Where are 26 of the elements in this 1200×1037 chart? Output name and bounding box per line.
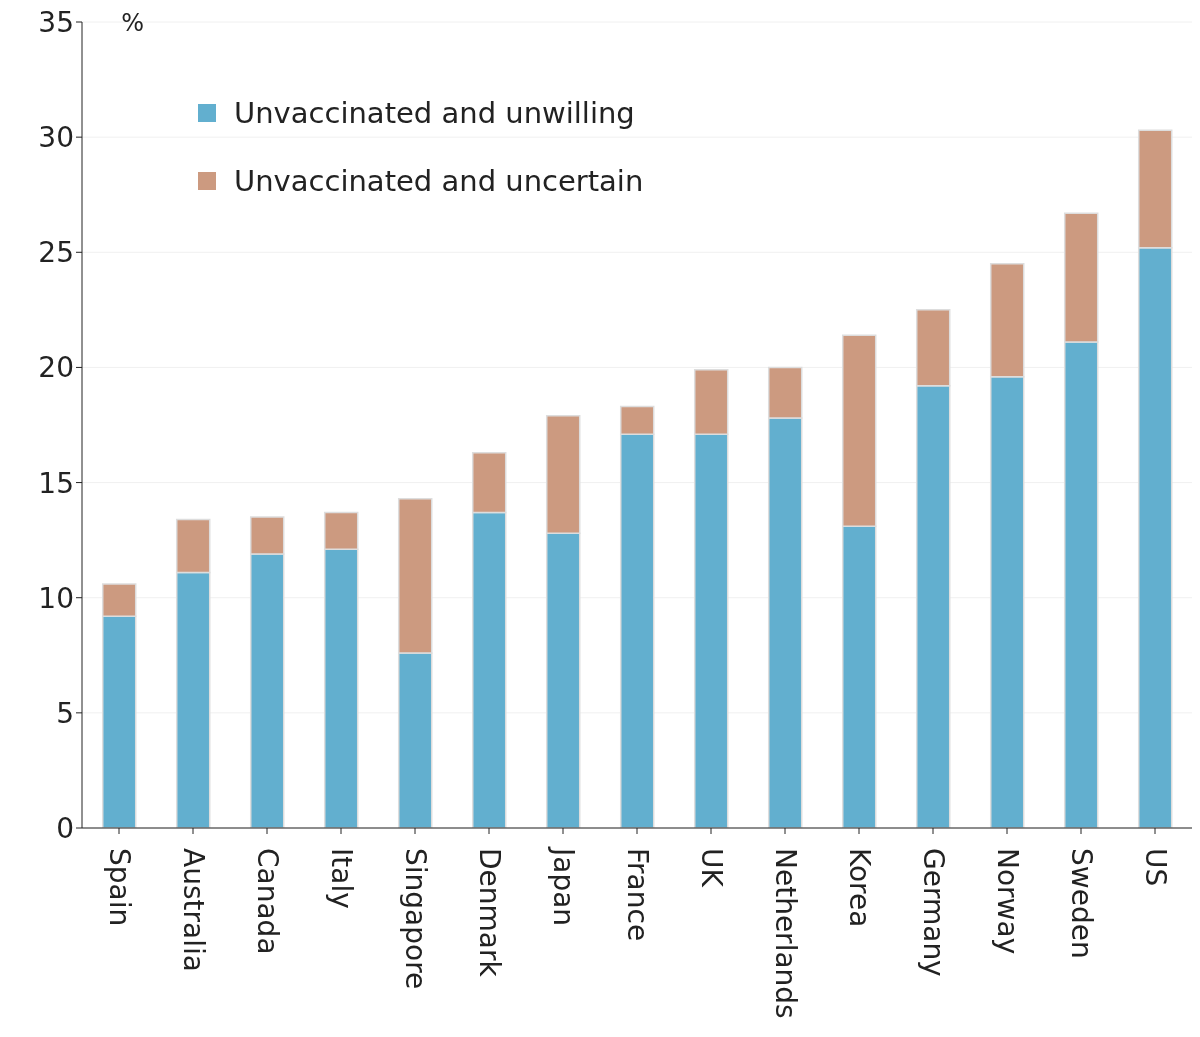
x-tick-label: Denmark — [472, 848, 506, 978]
y-axis-title: % — [121, 9, 144, 38]
x-tick-label: Italy — [324, 848, 358, 909]
x-tick-label: Korea — [842, 848, 876, 928]
x-tick-label: Canada — [250, 848, 284, 955]
y-tick-label: 35 — [38, 5, 74, 39]
y-tick-label: 15 — [38, 466, 74, 500]
y-tick-label: 5 — [56, 696, 74, 730]
x-tick-label: Netherlands — [768, 848, 802, 1019]
y-tick-label: 20 — [38, 351, 74, 385]
y-tick-label: 25 — [38, 236, 74, 270]
legend-label: Unvaccinated and unwilling — [234, 96, 635, 130]
x-tick-label: Japan — [546, 846, 580, 927]
x-tick-label: Sweden — [1064, 848, 1098, 959]
legend-label: Unvaccinated and uncertain — [234, 164, 644, 198]
x-tick-label: US — [1138, 848, 1172, 887]
x-tick-label: UK — [694, 848, 728, 888]
x-tick-label: Spain — [102, 848, 136, 927]
x-tick-label: Norway — [990, 848, 1024, 955]
y-tick-label: 0 — [56, 811, 74, 845]
y-tick-label: 30 — [38, 121, 74, 155]
x-tick-label: Singapore — [398, 848, 432, 990]
x-tick-label: Germany — [916, 848, 950, 977]
y-tick-label: 10 — [38, 581, 74, 615]
x-tick-label: France — [620, 848, 654, 942]
x-tick-label: Australia — [176, 848, 210, 972]
